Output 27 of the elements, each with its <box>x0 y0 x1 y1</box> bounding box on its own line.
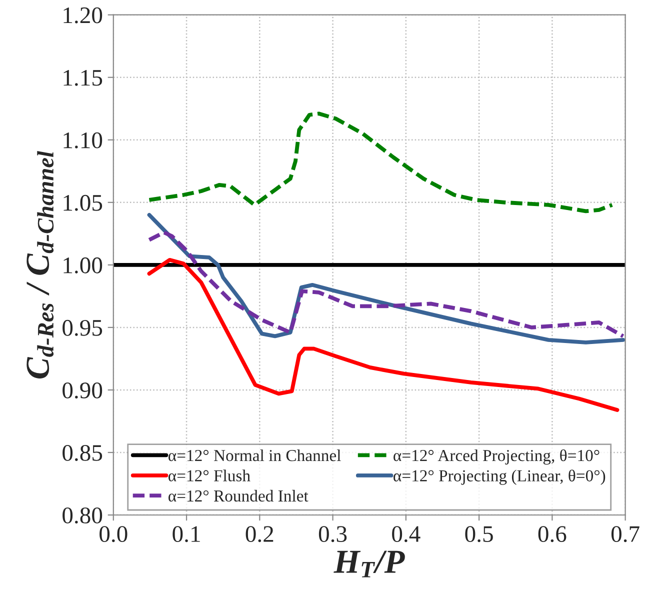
x-tick-label: 0.3 <box>318 526 347 542</box>
x-tick-label: 0.1 <box>172 526 200 542</box>
legend-label: α=12° Arced Projecting, θ=10° <box>394 449 600 465</box>
x-tick-label: 0.6 <box>538 526 566 542</box>
y-tick-label: 1.05 <box>64 194 102 211</box>
x-tick-label: 0.2 <box>246 526 274 542</box>
y-tick-label: 1.20 <box>64 7 102 24</box>
legend-label: α=12° Projecting (Linear, θ=0°) <box>394 470 606 485</box>
y-tick-label: 1.10 <box>64 132 102 148</box>
line-series <box>147 230 626 338</box>
x-axis-title: H$_{T}$/P <box>334 550 405 578</box>
y-tick-label: 0.85 <box>62 444 102 462</box>
y-tick-label: 0.80 <box>62 507 102 524</box>
x-tick-label: 0.4 <box>392 526 420 542</box>
x-tick-label: 0.7 <box>611 526 640 542</box>
y-tick-label: 1.00 <box>64 257 102 274</box>
x-tick-label: 0.5 <box>465 526 493 542</box>
y-tick-label: 0.95 <box>62 320 102 336</box>
y-tick-label: 0.90 <box>62 382 102 398</box>
legend-label: α=12° Normal in Channel <box>168 449 341 462</box>
legend-label: α=12° Flush <box>168 470 250 482</box>
line-series <box>147 112 614 214</box>
y-axis-title: C$_{d-Res}$ / C$_{d-Channel}$ <box>26 151 54 378</box>
y-tick-label: 1.15 <box>64 70 102 86</box>
x-tick-label: 0.0 <box>100 526 128 542</box>
legend-label: α=12° Rounded Inlet <box>168 490 308 502</box>
line-series <box>147 258 620 412</box>
